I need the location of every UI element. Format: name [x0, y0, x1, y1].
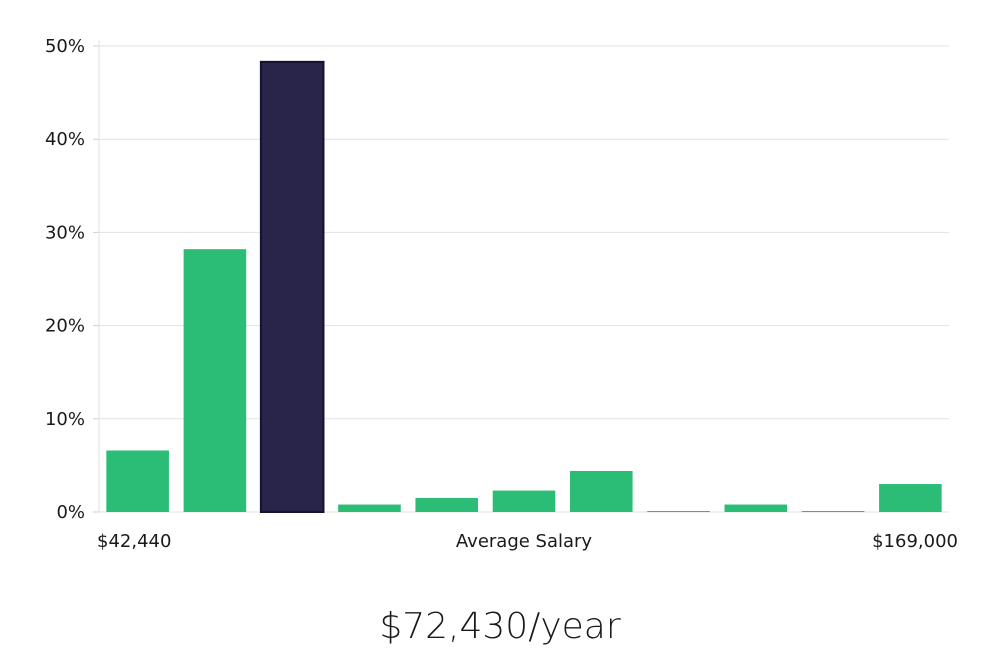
- bar-highlight: [259, 60, 325, 514]
- bar: [879, 484, 942, 512]
- x-axis-min-label: $42,440: [97, 531, 171, 552]
- bar: [492, 490, 556, 512]
- bar: [724, 504, 788, 512]
- salary-histogram: 0% 10% 20% 30% 40% 50% $42,440 Average Salary…: [45, 36, 958, 552]
- y-tick-label: 20%: [45, 316, 85, 337]
- x-axis-max-label: $169,000: [872, 531, 958, 552]
- bar: [647, 511, 710, 512]
- bar: [106, 450, 169, 512]
- bar: [569, 470, 633, 512]
- bar: [801, 511, 865, 512]
- bar: [415, 498, 479, 512]
- y-tick-label: 30%: [45, 222, 85, 243]
- average-salary-value: $72,430/year: [379, 606, 621, 647]
- y-tick-label: 10%: [45, 409, 85, 430]
- x-axis-title: Average Salary: [456, 531, 593, 552]
- bar: [183, 249, 247, 512]
- bar: [338, 504, 401, 512]
- bars: [106, 60, 942, 514]
- y-tick-label: 0%: [56, 502, 85, 523]
- y-axis-ticks: 0% 10% 20% 30% 40% 50%: [45, 36, 99, 523]
- y-tick-label: 40%: [45, 129, 85, 150]
- y-tick-label: 50%: [45, 36, 85, 57]
